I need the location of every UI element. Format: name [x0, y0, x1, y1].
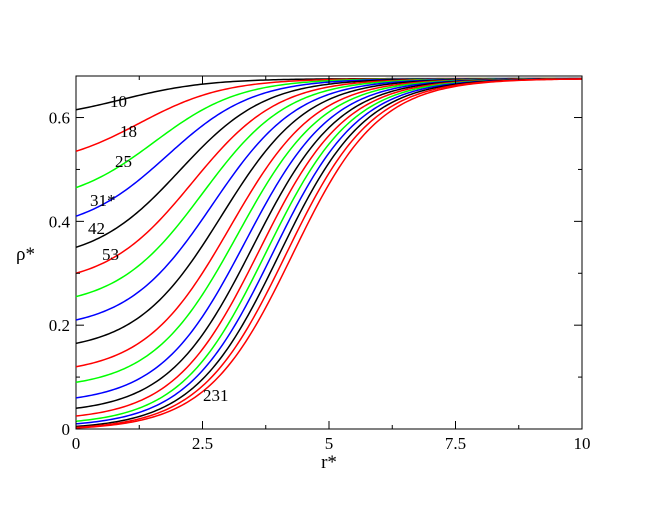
- curve-label-25: 25: [115, 152, 132, 171]
- density-curve-14: [75, 78, 583, 417]
- density-curve-9: [75, 77, 582, 345]
- y-tick-label: 0.4: [49, 212, 71, 231]
- axis-tick-labels: 0 2.5 5 7.5 10 0 0.2 0.4 0.6: [49, 109, 591, 453]
- density-curve-16: [75, 78, 583, 425]
- x-tick-label: 5: [325, 434, 334, 453]
- plot-frame: [75, 75, 583, 430]
- curve-label-10: 10: [110, 92, 127, 111]
- density-curve-13: [75, 78, 583, 409]
- axis-ticks: [75, 76, 583, 430]
- density-curve-19: [75, 78, 583, 429]
- x-tick-label: 10: [574, 434, 591, 453]
- curve-label-31-star: 31*: [90, 191, 116, 210]
- density-curve-17: [75, 78, 583, 428]
- curve-label-42: 42: [88, 219, 105, 238]
- x-axis-title: r*: [321, 452, 337, 473]
- y-tick-label: 0.6: [49, 109, 70, 128]
- density-curve-11: [75, 77, 583, 384]
- density-curve-6: [75, 77, 582, 274]
- curve-labels: 10 18 25 31* 42 53 231: [88, 92, 229, 405]
- density-curve-15: [75, 78, 583, 422]
- x-tick-label: 0: [72, 434, 81, 453]
- curve-label-53: 53: [102, 245, 119, 264]
- density-curve-10: [75, 77, 582, 368]
- x-tick-label: 2.5: [192, 434, 213, 453]
- density-curves: [75, 77, 583, 429]
- x-tick-label: 7.5: [445, 434, 466, 453]
- curve-label-231: 231: [203, 386, 229, 405]
- y-tick-label: 0.2: [49, 316, 70, 335]
- y-tick-label: 0: [62, 420, 71, 439]
- y-axis-title: ρ*: [16, 244, 35, 265]
- curve-label-18: 18: [120, 122, 137, 141]
